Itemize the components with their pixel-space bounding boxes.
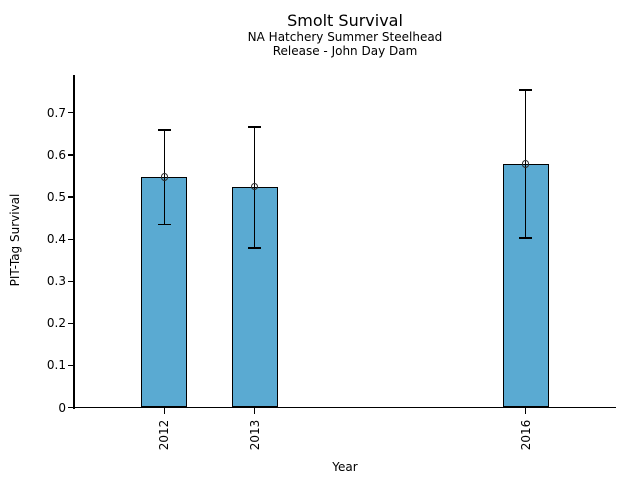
y-tick-label-0.4: 0.4 (46, 232, 66, 247)
error-cap-high-2016 (519, 89, 533, 91)
x-axis-label: Year (332, 460, 358, 474)
chart-subtitle-line1: NA Hatchery Summer Steelhead (247, 30, 443, 44)
y-tick-0.3 (68, 280, 74, 282)
y-tick-0 (68, 406, 74, 409)
y-tick-label-0: 0 (58, 400, 66, 415)
y-axis-spine (73, 75, 75, 409)
error-cap-high-2013 (248, 126, 262, 128)
x-tick-label-2012: 2012 (157, 419, 172, 451)
bar-2013 (231, 186, 278, 408)
y-tick-0.4 (68, 238, 74, 240)
x-tick-2012 (163, 408, 165, 414)
error-cap-low-2012 (157, 223, 171, 226)
point-marker-2013 (250, 182, 259, 191)
x-tick-2016 (525, 408, 527, 414)
x-axis-spine (73, 407, 617, 409)
y-tick-label-0.7: 0.7 (46, 105, 66, 120)
error-cap-low-2016 (519, 237, 533, 239)
point-marker-2012 (160, 173, 169, 181)
y-tick-0.5 (68, 196, 74, 198)
x-tick-label-2016: 2016 (518, 419, 533, 451)
point-marker-2016 (521, 160, 530, 168)
y-tick-label-0.1: 0.1 (46, 358, 66, 373)
y-tick-label-0.5: 0.5 (46, 190, 66, 205)
chart-title: Smolt Survival (287, 11, 403, 30)
error-cap-low-2013 (248, 247, 262, 249)
y-axis-label: PIT-Tag Survival (7, 193, 22, 286)
y-tick-0.7 (68, 112, 74, 114)
bar-2012 (141, 176, 188, 408)
chart-subtitle-line2: Release - John Day Dam (272, 44, 418, 58)
y-tick-0.2 (68, 322, 74, 324)
y-tick-0.6 (68, 154, 74, 156)
y-tick-label-0.6: 0.6 (46, 147, 66, 162)
error-cap-high-2012 (157, 129, 171, 131)
y-tick-label-0.3: 0.3 (46, 274, 66, 289)
y-tick-label-0.2: 0.2 (46, 316, 66, 331)
x-tick-label-2013: 2013 (247, 419, 262, 451)
x-tick-2013 (254, 408, 256, 414)
y-tick-0.1 (68, 364, 74, 366)
